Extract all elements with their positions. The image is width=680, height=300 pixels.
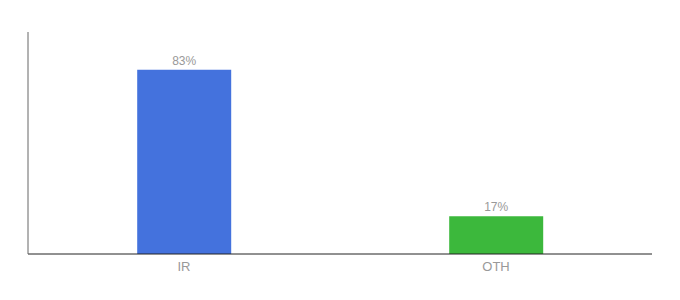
svg-text:83%: 83%: [172, 54, 196, 68]
svg-text:OTH: OTH: [482, 259, 509, 274]
svg-text:17%: 17%: [484, 200, 508, 214]
svg-text:IR: IR: [178, 259, 191, 274]
